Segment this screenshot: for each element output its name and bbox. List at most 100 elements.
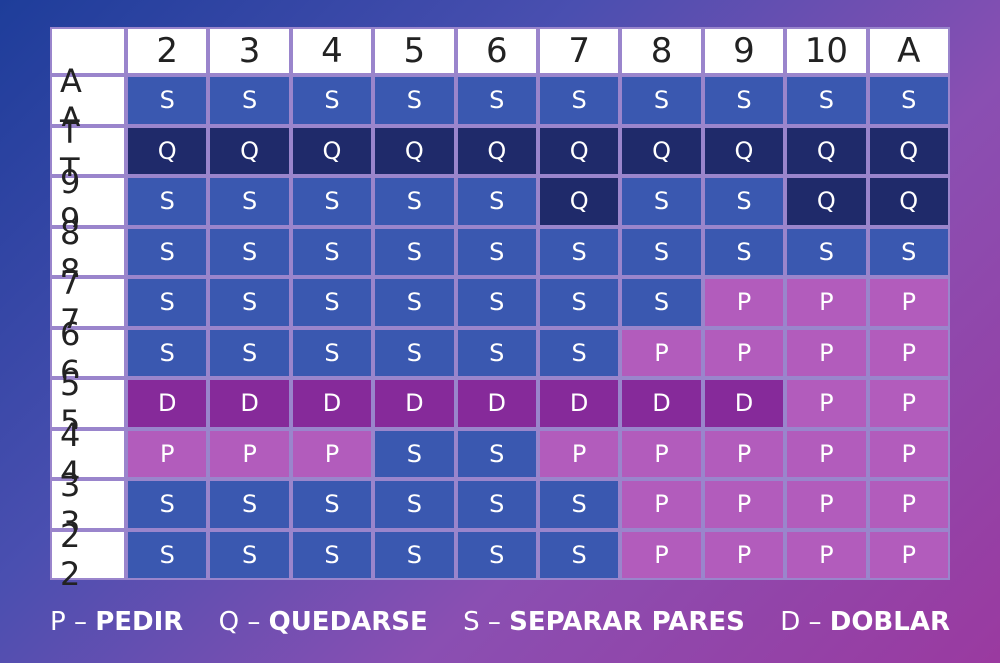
table-cell: S xyxy=(455,277,538,328)
table-cell: D xyxy=(455,378,538,429)
table-cell: Q xyxy=(785,125,868,176)
table-cell: P xyxy=(537,428,621,479)
table-cell: P xyxy=(785,529,868,580)
table-cell: P xyxy=(702,428,786,479)
table-cell: S xyxy=(126,176,209,227)
table-cell: S xyxy=(537,75,621,126)
table-cell: Q xyxy=(785,176,868,227)
legend-text: SEPARAR PARES xyxy=(509,607,745,637)
table-cell: Q xyxy=(867,176,950,227)
legend: P – PEDIR Q – QUEDARSE S – SEPARAR PARES D … xyxy=(50,600,950,644)
table-cell: P xyxy=(702,479,786,530)
table-cell: S xyxy=(455,529,538,580)
table-cell: S xyxy=(702,226,786,277)
column-header: 2 xyxy=(126,27,209,75)
table-cell: S xyxy=(126,277,209,328)
table-cell: P xyxy=(620,428,703,479)
table-cell: S xyxy=(208,529,291,580)
table-cell: P xyxy=(867,529,950,580)
table-cell: D xyxy=(702,378,786,429)
row-label: 4 4 xyxy=(50,416,126,492)
table-cell: P xyxy=(785,378,868,429)
table-cell: Q xyxy=(620,125,703,176)
table-cell: P xyxy=(702,277,786,328)
table-cell: S xyxy=(373,479,456,530)
table-cell: S xyxy=(537,327,621,378)
table-cell: Q xyxy=(208,125,291,176)
table-cell: S xyxy=(208,277,291,328)
column-header: A xyxy=(867,27,950,75)
table-cell: P xyxy=(867,428,950,479)
table-cell: S xyxy=(290,176,374,227)
table-cell: Q xyxy=(537,176,621,227)
column-header: 10 xyxy=(785,27,868,75)
table-cell: Q xyxy=(702,125,786,176)
table-cell: S xyxy=(867,226,950,277)
column-header: 3 xyxy=(208,27,291,75)
table-cell: P xyxy=(785,277,868,328)
table-cell: S xyxy=(373,327,456,378)
table-cell: S xyxy=(373,75,456,126)
column-header: 4 xyxy=(290,27,374,75)
table-cell: S xyxy=(537,479,621,530)
table-cell: S xyxy=(290,479,374,530)
table-cell: S xyxy=(126,327,209,378)
table-cell: S xyxy=(126,479,209,530)
table-cell: S xyxy=(785,226,868,277)
legend-item: S – SEPARAR PARES xyxy=(463,607,745,637)
table-cell: Q xyxy=(373,125,456,176)
table-cell: S xyxy=(208,176,291,227)
table-cell: D xyxy=(537,378,621,429)
table-cell: S xyxy=(620,277,703,328)
legend-separator: – xyxy=(65,607,96,637)
table-cell: D xyxy=(373,378,456,429)
table-cell: Q xyxy=(537,125,621,176)
legend-separator: – xyxy=(479,607,510,637)
table-cell: Q xyxy=(455,125,538,176)
legend-text: QUEDARSE xyxy=(268,607,428,637)
table-cell: D xyxy=(126,378,209,429)
table-cell: P xyxy=(702,529,786,580)
legend-key: S xyxy=(463,607,480,637)
table-cell: P xyxy=(785,327,868,378)
table-cell: S xyxy=(373,529,456,580)
table-cell: Q xyxy=(126,125,209,176)
legend-key: D xyxy=(780,607,801,637)
table-cell: P xyxy=(208,428,291,479)
table-cell: S xyxy=(290,277,374,328)
legend-key: Q xyxy=(218,607,240,637)
table-cell: Q xyxy=(290,125,374,176)
table-cell: S xyxy=(126,75,209,126)
table-cell: S xyxy=(373,176,456,227)
table-cell: P xyxy=(867,378,950,429)
table-cell: S xyxy=(126,529,209,580)
legend-text: DOBLAR xyxy=(829,607,950,637)
table-cell: S xyxy=(702,75,786,126)
row-label: 7 7 xyxy=(50,264,126,340)
table-cell: S xyxy=(208,327,291,378)
table-cell: S xyxy=(208,75,291,126)
legend-separator: – xyxy=(800,607,830,637)
legend-text: PEDIR xyxy=(95,607,184,637)
legend-item: D – DOBLAR xyxy=(780,607,950,637)
table-cell: S xyxy=(455,479,538,530)
table-cell: P xyxy=(702,327,786,378)
column-header: 7 xyxy=(537,27,621,75)
table-cell: P xyxy=(867,479,950,530)
table-cell: P xyxy=(290,428,374,479)
table-cell: D xyxy=(208,378,291,429)
table-corner xyxy=(50,27,126,75)
row-label: 9 9 xyxy=(50,163,126,239)
table-cell: S xyxy=(785,75,868,126)
table-cell: S xyxy=(208,226,291,277)
table-cell: S xyxy=(537,226,621,277)
table-cell: Q xyxy=(867,125,950,176)
column-header: 8 xyxy=(620,27,703,75)
table-cell: S xyxy=(455,226,538,277)
table-cell: S xyxy=(290,75,374,126)
legend-item: Q – QUEDARSE xyxy=(219,607,428,637)
table-cell: S xyxy=(290,226,374,277)
table-cell: P xyxy=(867,277,950,328)
table-cell: S xyxy=(373,226,456,277)
